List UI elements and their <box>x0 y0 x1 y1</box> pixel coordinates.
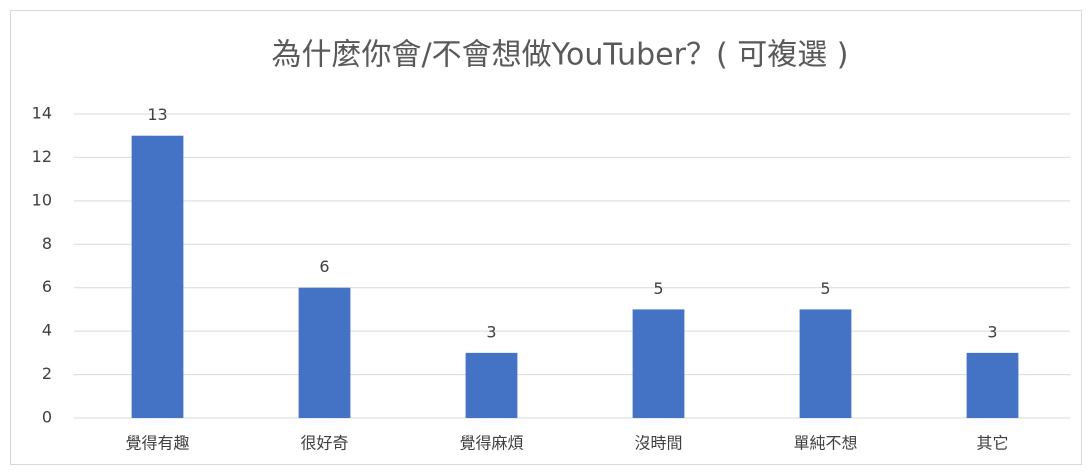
y-tick-label: 12 <box>32 147 52 166</box>
y-tick-label: 4 <box>42 321 52 340</box>
data-label: 5 <box>653 279 663 298</box>
data-label: 13 <box>147 105 167 124</box>
chart-border <box>10 10 1082 465</box>
x-tick-label: 覺得有趣 <box>125 434 189 453</box>
y-tick-label: 0 <box>42 408 52 427</box>
x-tick-label: 單純不想 <box>793 434 857 453</box>
y-tick-label: 2 <box>42 364 52 383</box>
y-tick-label: 6 <box>42 277 52 296</box>
y-tick-label: 10 <box>32 190 52 209</box>
data-label: 3 <box>486 322 496 341</box>
bar <box>131 135 184 418</box>
bar <box>966 352 1019 418</box>
x-tick-label: 覺得麻煩 <box>459 434 523 453</box>
y-tick-label: 14 <box>32 104 52 123</box>
bar <box>632 309 685 418</box>
y-tick-label: 8 <box>42 234 52 253</box>
chart-title: 為什麼你會/不會想做YouTuber？( 可複選 ) <box>272 38 849 73</box>
data-label: 5 <box>820 279 830 298</box>
bar <box>298 287 351 418</box>
data-label: 3 <box>987 322 997 341</box>
bar <box>465 352 518 418</box>
x-tick-label: 其它 <box>976 434 1008 453</box>
data-label: 6 <box>319 257 329 276</box>
bar <box>799 309 852 418</box>
x-tick-label: 很好奇 <box>300 434 348 453</box>
x-tick-label: 沒時間 <box>634 434 682 453</box>
